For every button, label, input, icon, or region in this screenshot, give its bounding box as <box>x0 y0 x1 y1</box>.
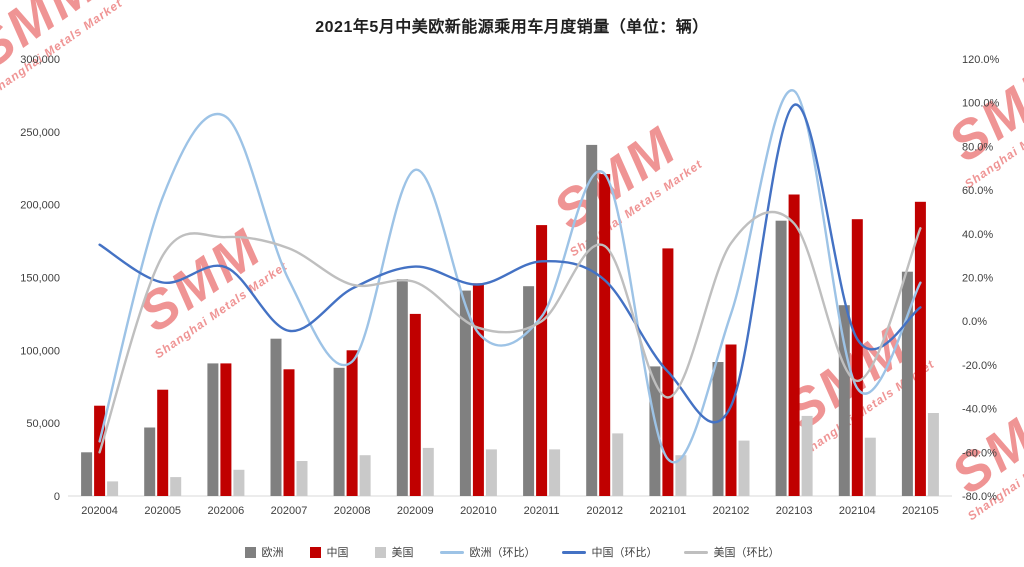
legend-item-usa: 美国 <box>374 544 414 560</box>
legend-label: 美国 <box>391 547 414 559</box>
legend-item-usa-mom: 美国（环比） <box>683 544 780 560</box>
bar-europe <box>459 290 471 496</box>
x-axis-label: 202104 <box>839 505 876 517</box>
bar-china <box>283 369 295 496</box>
legend-label: 中国 <box>326 547 349 559</box>
x-axis-label: 202012 <box>586 505 623 517</box>
legend-item-europe: 欧洲 <box>244 544 284 560</box>
bar-europe <box>207 363 219 496</box>
bar-usa <box>927 413 939 496</box>
legend-line-swatch-icon <box>561 550 586 554</box>
legend-label: 中国（环比） <box>591 547 658 559</box>
right-axis-tick: -20.0% <box>962 360 997 372</box>
bar-europe <box>901 271 913 496</box>
bar-usa <box>612 433 624 496</box>
x-axis-label: 202103 <box>776 505 813 517</box>
x-axis-label: 202010 <box>460 505 497 517</box>
legend-label: 欧洲（环比） <box>469 547 536 559</box>
bar-europe <box>144 427 156 496</box>
bar-europe <box>712 362 724 496</box>
right-axis-tick: -40.0% <box>962 404 997 416</box>
bar-usa <box>107 481 119 496</box>
x-axis-label: 202105 <box>902 505 939 517</box>
right-axis-tick: 40.0% <box>962 229 993 241</box>
right-axis-tick: 20.0% <box>962 273 993 285</box>
left-axis-tick: 300,000 <box>20 54 60 66</box>
bar-china <box>409 313 421 496</box>
x-axis-label: 202011 <box>524 505 560 517</box>
left-axis-tick: 200,000 <box>20 200 60 212</box>
right-axis-tick: 60.0% <box>962 185 993 197</box>
x-axis-label: 202004 <box>81 505 118 517</box>
line-europe-mom <box>98 89 922 464</box>
x-axis-label: 202101 <box>649 505 686 517</box>
bar-china <box>788 194 800 496</box>
bar-china <box>599 174 611 496</box>
bar-usa <box>170 477 182 496</box>
bar-usa <box>864 437 876 496</box>
x-axis-label: 202006 <box>207 505 244 517</box>
legend-line-swatch-icon <box>439 550 464 554</box>
bar-europe <box>333 367 345 496</box>
right-axis-tick: 100.0% <box>962 98 1000 110</box>
x-axis-label: 202009 <box>397 505 434 517</box>
bar-usa <box>801 415 813 496</box>
bar-china <box>851 219 863 496</box>
legend-label: 欧洲 <box>261 547 284 559</box>
legend-bar-swatch-icon <box>309 546 321 558</box>
bar-usa <box>422 447 434 496</box>
bar-usa <box>233 469 245 496</box>
left-axis-tick: 0 <box>54 491 60 503</box>
bar-usa <box>549 449 561 496</box>
legend-line-swatch-icon <box>683 550 708 554</box>
legend-bar-swatch-icon <box>374 546 386 558</box>
left-axis-tick: 100,000 <box>20 345 60 357</box>
chart-title: 2021年5月中美欧新能源乘用车月度销量（单位：辆） <box>315 19 709 36</box>
bar-europe <box>838 305 850 496</box>
x-axis-label: 202007 <box>271 505 308 517</box>
bar-china <box>725 344 737 496</box>
x-axis-label: 202102 <box>713 505 750 517</box>
legend-item-china-mom: 中国（环比） <box>561 544 658 560</box>
x-axis-label: 202005 <box>144 505 181 517</box>
bar-china <box>914 201 926 497</box>
chart-legend: 欧洲 中国 美国 欧洲（环比） 中国（环比） 美国（环比） <box>0 544 1024 560</box>
bar-china <box>472 283 484 496</box>
bar-china <box>220 363 232 496</box>
legend-label: 美国（环比） <box>713 547 780 559</box>
legend-item-europe-mom: 欧洲（环比） <box>439 544 536 560</box>
bar-china <box>536 225 548 496</box>
right-axis-tick: 120.0% <box>962 54 1000 66</box>
bar-europe <box>586 144 598 496</box>
bar-europe <box>270 338 282 496</box>
bar-europe <box>523 286 535 496</box>
bar-usa <box>738 440 750 496</box>
right-axis-tick: -80.0% <box>962 491 997 503</box>
x-axis-label: 202008 <box>334 505 371 517</box>
left-axis-tick: 250,000 <box>20 127 60 139</box>
bar-europe <box>81 452 93 496</box>
bar-europe <box>649 366 661 496</box>
line-usa-mom <box>98 210 922 454</box>
bar-europe <box>396 279 408 496</box>
right-axis-tick: -60.0% <box>962 447 997 459</box>
legend-item-china: 中国 <box>309 544 349 560</box>
bar-china <box>346 350 358 496</box>
left-axis-tick: 150,000 <box>20 273 60 285</box>
bar-usa <box>296 461 308 496</box>
bar-usa <box>359 455 371 496</box>
bar-usa <box>485 449 497 496</box>
line-china-mom <box>98 103 922 424</box>
right-axis-tick: 80.0% <box>962 141 993 153</box>
right-axis-tick: 0.0% <box>962 316 987 328</box>
bar-europe <box>775 220 787 496</box>
left-axis-tick: 50,000 <box>26 418 60 430</box>
legend-bar-swatch-icon <box>244 546 256 558</box>
bar-china <box>157 389 169 496</box>
bar-usa <box>675 455 687 496</box>
